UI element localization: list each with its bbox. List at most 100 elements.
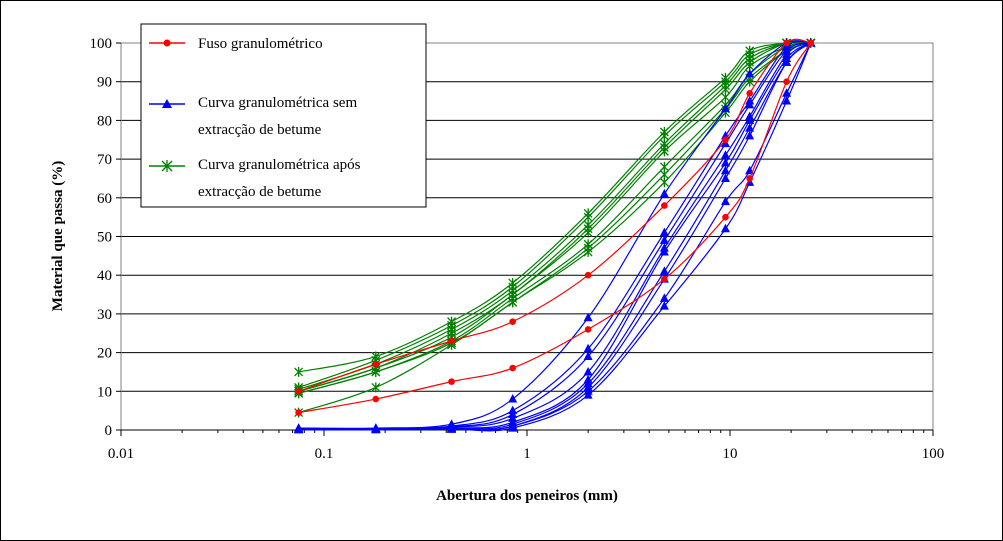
series-0-point [509, 364, 516, 372]
series-1-point [659, 235, 669, 244]
series-2-point [745, 76, 755, 87]
series-1-point [659, 188, 669, 198]
series-1-point [720, 196, 730, 206]
x-axis-title: Abertura dos peneiros (mm) [436, 488, 618, 504]
y-tick-label: 60 [97, 191, 112, 207]
series-0-point [372, 395, 380, 403]
series-2-line-4 [298, 42, 811, 392]
series-1-point [720, 103, 730, 113]
series-0-point [746, 90, 753, 97]
legend-label-sem-extraccao: Curva granulométrica sem extracção de bet… [198, 95, 357, 138]
series-1-point [782, 96, 792, 105]
y-tick-label: 90 [97, 75, 112, 91]
series-1-point [659, 227, 669, 237]
y-tick-label: 70 [97, 152, 112, 168]
legend-label-apos-extraccao: Curva granulométrica após extracção de be… [198, 157, 361, 200]
series-0-point [372, 360, 380, 368]
series-0-point [661, 202, 668, 209]
series-2-line-0 [298, 41, 811, 373]
series-1-point [782, 57, 792, 66]
legend-entry-apos-extraccao: Curva granulométrica após extracção de be… [149, 157, 361, 200]
series-2-line-6 [298, 42, 811, 394]
series-1-point [583, 343, 593, 353]
series-0-point [746, 175, 753, 182]
plot-series [294, 38, 816, 434]
series-0-line-1 [298, 38, 811, 392]
series-1-point [583, 390, 593, 399]
series-1-point [659, 301, 669, 310]
series-0-point [295, 409, 302, 416]
series-1-line-0 [298, 40, 811, 429]
legend-entry-fuso: Fuso granulométrico [149, 36, 323, 52]
series-1-point [583, 351, 593, 360]
series-0-point [509, 318, 516, 325]
x-tick-label: 1 [523, 446, 531, 462]
series-2-point [508, 297, 518, 308]
series-1-point [583, 366, 593, 376]
y-tick-label: 0 [105, 423, 113, 439]
y-tick-label: 100 [90, 36, 113, 52]
x-tick-label: 100 [922, 446, 945, 462]
series-1-point [745, 123, 755, 132]
series-0-point [584, 326, 592, 333]
series-0-point [722, 213, 729, 221]
y-tick-label: 10 [97, 384, 112, 400]
series-2-point [583, 227, 593, 238]
x-tick-label: 0.01 [108, 446, 134, 462]
y-tick-label: 50 [97, 230, 112, 246]
x-tick-label: 10 [723, 446, 738, 462]
series-0-point [295, 388, 302, 395]
legend-box [140, 23, 427, 208]
series-0-point [807, 39, 815, 47]
series-1-point [745, 99, 755, 109]
series-1-point [745, 115, 755, 124]
series-2-point [371, 366, 381, 377]
series-1-point [508, 394, 518, 403]
series-2-point [583, 246, 593, 257]
y-axis-title: Material que passa (%) [50, 161, 66, 311]
x-axis-ticks: 0.01 0.1 1 10 100 [108, 429, 945, 462]
series-2-line-2 [298, 41, 811, 390]
y-tick-label: 30 [97, 307, 112, 323]
series-2-point [371, 382, 381, 393]
series-2-line-7 [298, 42, 811, 414]
series-1-point [745, 68, 755, 78]
y-axis-ticks: 0 10 20 30 40 50 60 70 80 90 100 [90, 36, 121, 439]
series-0 [295, 38, 815, 416]
series-1-point [720, 165, 730, 175]
legend-marker-triangle [162, 99, 172, 108]
series-2-point [659, 146, 669, 157]
series-1-point [720, 173, 730, 182]
series-1-point [720, 150, 730, 159]
legend: Fuso granulométrico Curva granulométrica… [140, 23, 427, 208]
series-0-point [661, 275, 668, 283]
series-1-point [745, 130, 755, 140]
series-1-point [659, 293, 669, 302]
series-0-point [783, 78, 790, 85]
series-0-line-0 [298, 42, 812, 414]
x-tick-label: 0.1 [315, 446, 334, 462]
legend-entry-sem-extraccao: Curva granulométrica sem extracção de bet… [149, 95, 357, 138]
series-0-point [448, 337, 455, 345]
legend-marker-circle [163, 39, 171, 47]
series-1-point [659, 246, 669, 256]
series-1-point [371, 424, 381, 434]
series-0-point [783, 39, 790, 47]
legend-marker-star [161, 160, 173, 172]
y-tick-label: 20 [97, 346, 112, 362]
y-tick-label: 40 [97, 268, 112, 284]
series-1-point [583, 312, 593, 322]
series-1-point [508, 423, 518, 432]
series-1-point [294, 424, 304, 434]
series-0-point [722, 136, 729, 144]
series-2-line-1 [298, 41, 811, 388]
series-2-point [659, 177, 669, 188]
series-1-point [447, 424, 457, 433]
legend-label-fuso: Fuso granulométrico [198, 36, 323, 52]
series-0-point [584, 271, 592, 279]
series-1-point [659, 266, 669, 275]
series-0-point [448, 378, 455, 385]
y-tick-label: 80 [97, 113, 112, 129]
series-1-point [720, 223, 730, 233]
